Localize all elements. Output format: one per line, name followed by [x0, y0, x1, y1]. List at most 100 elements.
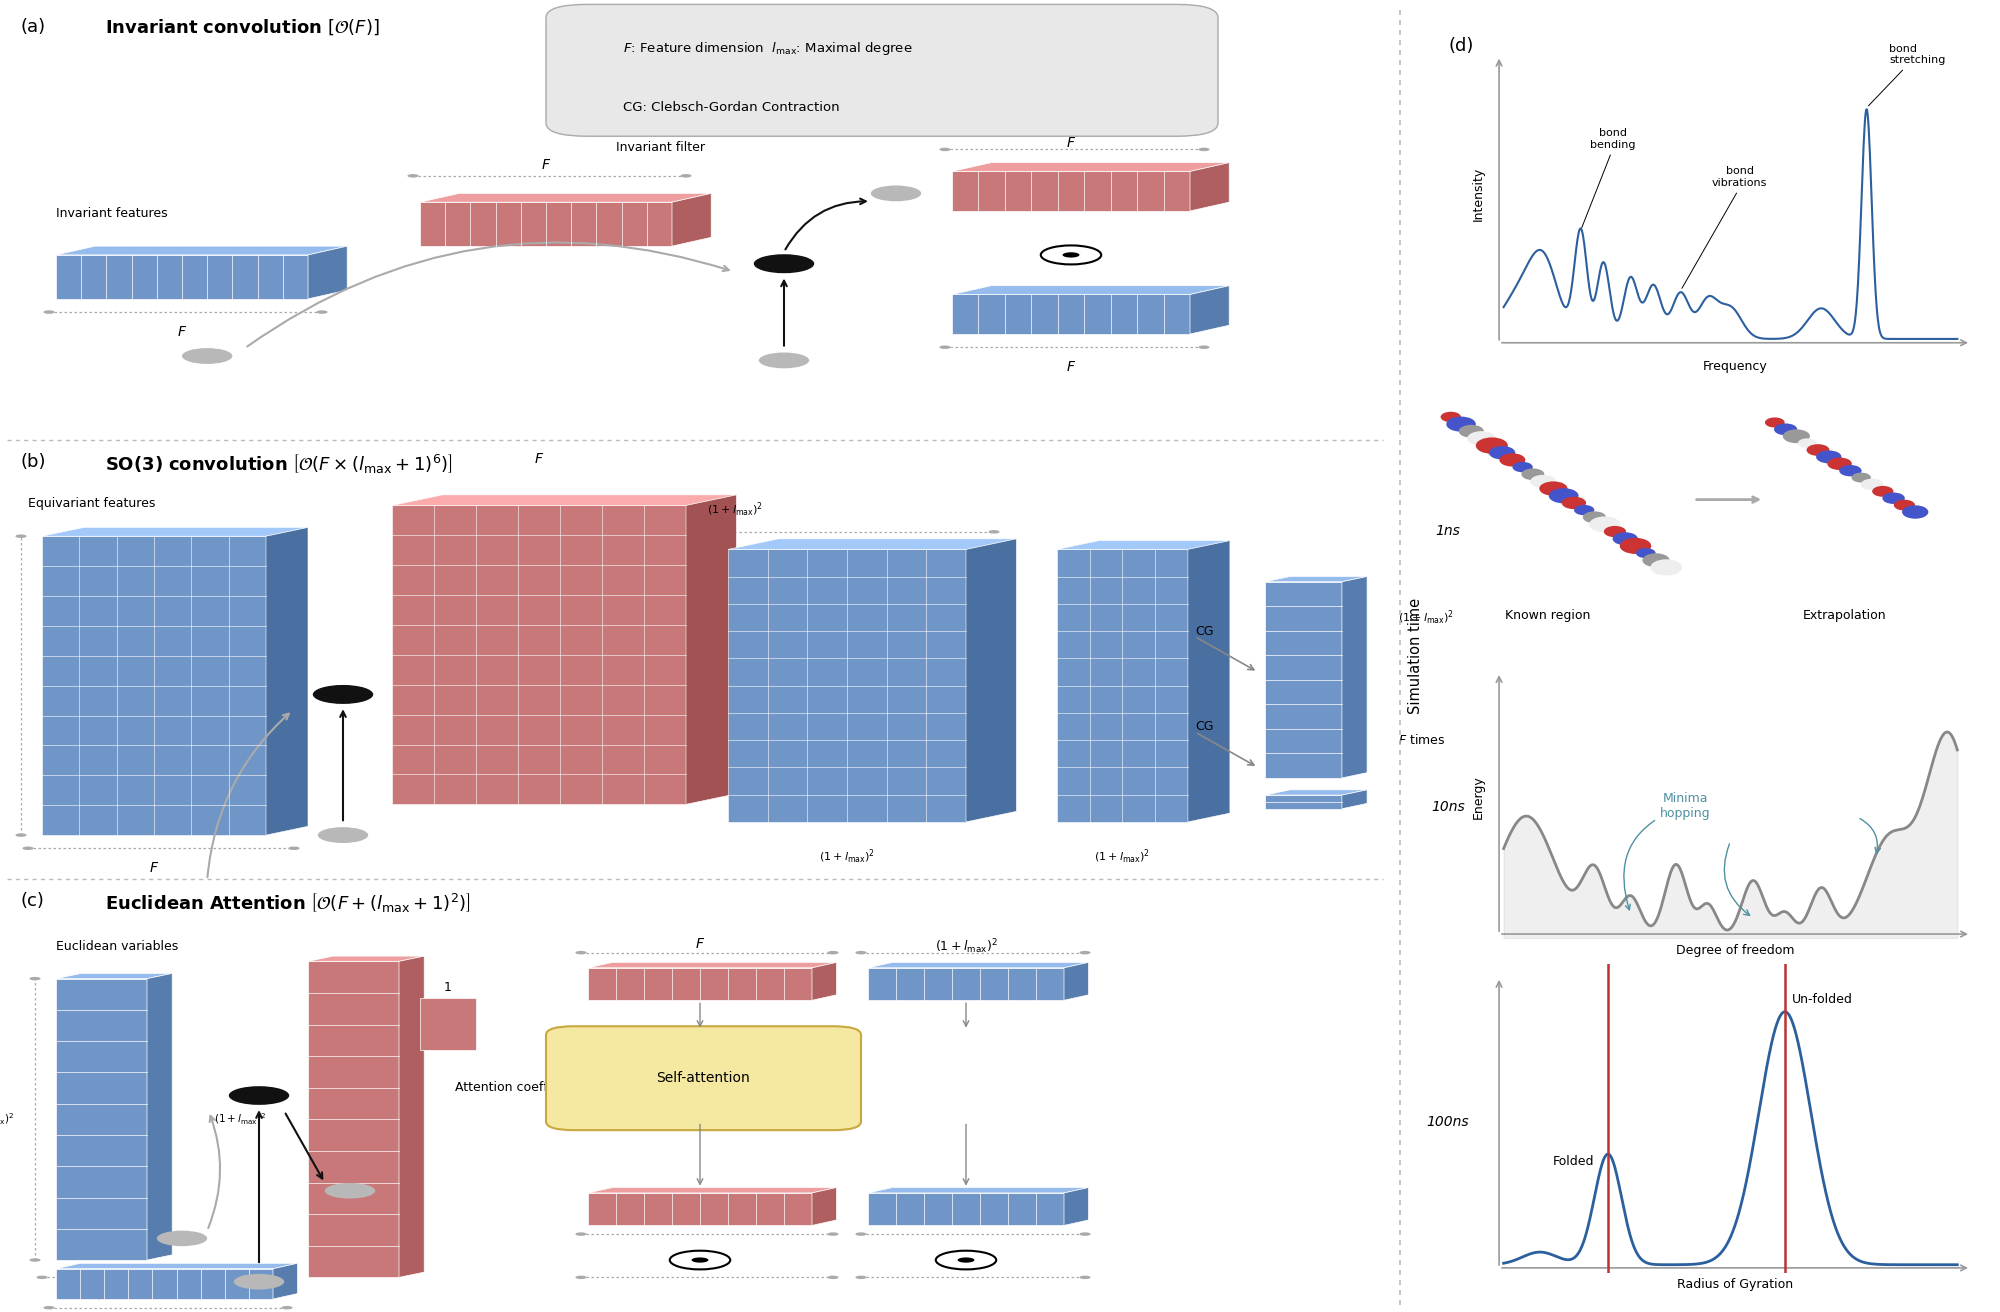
Circle shape [1774, 424, 1798, 436]
Circle shape [708, 530, 720, 534]
Circle shape [758, 353, 810, 369]
Circle shape [1852, 472, 1870, 483]
Polygon shape [148, 974, 172, 1260]
Circle shape [856, 951, 866, 954]
Circle shape [228, 1086, 290, 1105]
Bar [420, 998, 476, 1050]
Circle shape [1816, 450, 1842, 463]
Text: $F$: $F$ [540, 159, 552, 172]
Polygon shape [812, 963, 836, 1000]
Text: (d): (d) [1448, 37, 1474, 55]
Polygon shape [952, 172, 1190, 211]
Text: $(1+l_{\rm max})^2$: $(1+l_{\rm max})^2$ [1398, 609, 1454, 627]
Circle shape [44, 311, 54, 314]
Polygon shape [308, 247, 348, 299]
Text: $(1+l_{\rm max})^2$: $(1+l_{\rm max})^2$ [934, 938, 998, 956]
Circle shape [1040, 245, 1102, 265]
Circle shape [316, 311, 328, 314]
Circle shape [1882, 492, 1904, 504]
Text: Invariant features: Invariant features [56, 207, 168, 219]
Circle shape [1488, 446, 1516, 459]
Text: $F$: Feature dimension  $l_{\rm max}$: Maximal degree: $F$: Feature dimension $l_{\rm max}$: Ma… [624, 39, 912, 56]
Text: Equivariant filter: Equivariant filter [798, 589, 902, 602]
Polygon shape [420, 193, 712, 202]
Circle shape [1562, 497, 1586, 509]
Text: CG: Clebsch-Gordan Contraction: CG: Clebsch-Gordan Contraction [624, 101, 840, 114]
Text: $F$: $F$ [694, 938, 706, 951]
Circle shape [282, 1305, 292, 1309]
Circle shape [1080, 951, 1090, 954]
Circle shape [856, 1232, 866, 1236]
Circle shape [156, 1231, 208, 1246]
X-axis label: Radius of Gyration: Radius of Gyration [1676, 1278, 1794, 1291]
Text: $F$: $F$ [176, 325, 188, 340]
Circle shape [1548, 488, 1578, 504]
Circle shape [1080, 1275, 1090, 1279]
Polygon shape [42, 527, 308, 537]
Polygon shape [420, 202, 672, 247]
Circle shape [1860, 479, 1884, 491]
Circle shape [1582, 512, 1606, 523]
Text: (b): (b) [20, 453, 46, 471]
Polygon shape [1264, 576, 1368, 581]
Text: Attention coefficients: Attention coefficients [456, 1081, 588, 1094]
X-axis label: Frequency: Frequency [1702, 359, 1768, 373]
Polygon shape [392, 505, 686, 804]
Circle shape [1604, 526, 1626, 537]
X-axis label: Degree of freedom: Degree of freedom [1676, 943, 1794, 956]
Circle shape [1806, 445, 1830, 455]
Circle shape [1590, 517, 1620, 533]
Text: CG: CG [1194, 625, 1214, 638]
Text: $(1+l_{\rm max})^2$: $(1+l_{\rm max})^2$ [1094, 849, 1150, 866]
Circle shape [1476, 437, 1508, 454]
Circle shape [1574, 505, 1594, 516]
Polygon shape [56, 979, 148, 1260]
Text: Euclidean variables: Euclidean variables [56, 939, 178, 953]
Text: (a): (a) [20, 17, 46, 35]
Polygon shape [812, 1187, 836, 1225]
Circle shape [318, 827, 368, 844]
Polygon shape [308, 962, 400, 1278]
Polygon shape [56, 1269, 272, 1299]
Circle shape [576, 1275, 586, 1279]
Text: $(1+l_{\rm max})^2$: $(1+l_{\rm max})^2$ [0, 1111, 14, 1127]
Circle shape [30, 977, 40, 980]
Circle shape [1782, 429, 1810, 443]
Circle shape [1828, 458, 1852, 470]
Text: Invariant filter: Invariant filter [616, 140, 704, 154]
Circle shape [36, 1275, 48, 1279]
Polygon shape [1264, 795, 1342, 808]
Circle shape [670, 1250, 730, 1270]
Circle shape [16, 534, 26, 538]
Polygon shape [42, 537, 266, 834]
Y-axis label: Energy: Energy [1472, 775, 1484, 819]
Polygon shape [1064, 1187, 1088, 1225]
Circle shape [1530, 475, 1556, 488]
Polygon shape [392, 495, 736, 505]
Circle shape [1458, 425, 1484, 438]
Polygon shape [1064, 963, 1088, 1000]
Text: (c): (c) [20, 892, 44, 911]
Circle shape [408, 174, 418, 177]
Circle shape [1468, 432, 1496, 446]
Circle shape [1500, 454, 1526, 467]
Circle shape [44, 1305, 54, 1309]
Text: $(1+l_{\rm max})^2$: $(1+l_{\rm max})^2$ [818, 849, 876, 866]
Circle shape [288, 846, 300, 850]
Circle shape [1062, 252, 1080, 257]
Polygon shape [588, 963, 836, 968]
Circle shape [576, 951, 586, 954]
Text: $\mathbf{Invariant\ convolution}\ \left[\mathcal{O}(F)\right]$: $\mathbf{Invariant\ convolution}\ \left[… [104, 17, 380, 37]
Polygon shape [1058, 541, 1230, 550]
Circle shape [170, 1275, 180, 1279]
Polygon shape [952, 286, 1230, 294]
Polygon shape [266, 527, 308, 834]
Circle shape [1620, 538, 1652, 554]
Circle shape [1764, 417, 1784, 428]
Circle shape [828, 951, 838, 954]
Polygon shape [868, 963, 1088, 968]
Polygon shape [588, 1187, 836, 1193]
Circle shape [754, 255, 814, 273]
Circle shape [1522, 468, 1544, 480]
Text: $F$: $F$ [1066, 361, 1076, 374]
